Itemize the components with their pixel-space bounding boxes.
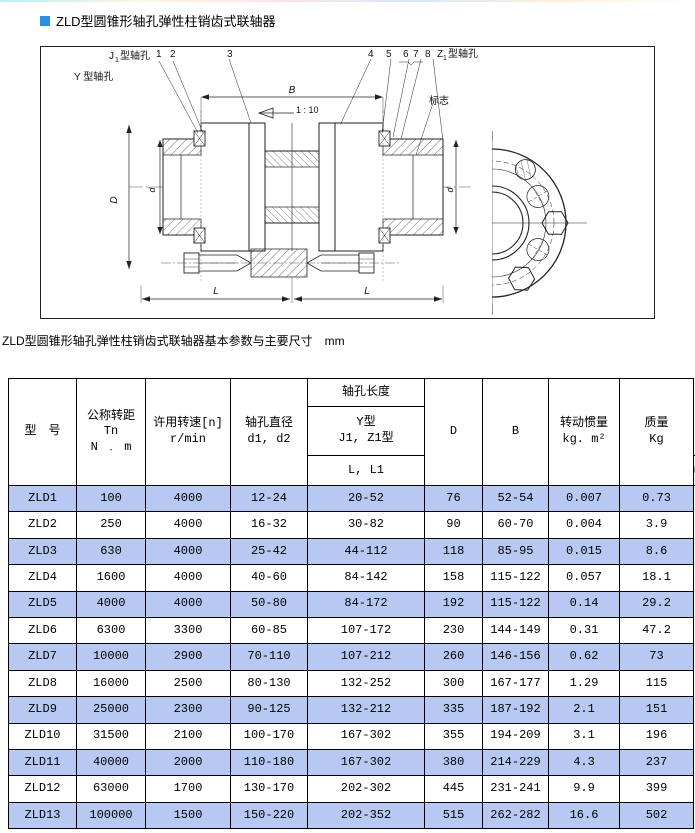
svg-text:标志: 标志	[429, 94, 449, 107]
svg-text:1: 1	[443, 55, 447, 62]
svg-text:2: 2	[170, 49, 176, 60]
svg-text:1 : 10: 1 : 10	[296, 105, 319, 115]
svg-text:型轴孔: 型轴孔	[448, 47, 478, 60]
svg-text:d: d	[147, 187, 157, 193]
svg-text:J: J	[109, 51, 114, 62]
svg-text:B: B	[289, 85, 296, 96]
svg-text:6: 6	[403, 49, 409, 60]
svg-text:L: L	[213, 286, 219, 297]
svg-text:5: 5	[386, 49, 392, 60]
svg-text:型轴孔: 型轴孔	[120, 49, 150, 62]
svg-text:D: D	[109, 196, 120, 203]
svg-text:1: 1	[115, 57, 119, 64]
svg-text:7: 7	[413, 49, 419, 60]
svg-text:3: 3	[227, 49, 233, 60]
svg-text:L: L	[364, 286, 370, 297]
svg-text:1: 1	[156, 49, 162, 60]
svg-text:4: 4	[368, 49, 374, 60]
svg-text:d: d	[445, 187, 455, 193]
svg-text:8: 8	[425, 49, 431, 60]
svg-text:Y 型轴孔: Y 型轴孔	[74, 70, 113, 83]
